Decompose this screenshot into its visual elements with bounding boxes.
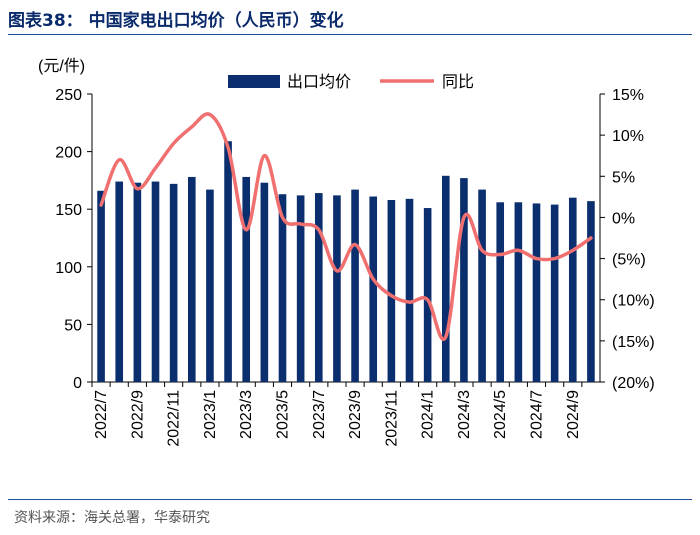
bar [496,202,505,382]
x-tick-label: 2023/9 [347,390,364,439]
bar [369,196,378,382]
bar [351,189,359,382]
bar [151,181,160,382]
axes-group: 0 50 100 150 200 250 (元/件) (20%) (15%) (10%) (5%) 0… [38,57,655,447]
bar [568,197,577,382]
x-tick-label: 2024/1 [420,390,437,439]
right-tick-label: 5% [612,169,635,186]
bar [441,175,450,382]
line-series-group [99,112,593,342]
right-tick-label: 15% [612,87,644,104]
bar [260,182,269,382]
title-rule [8,34,692,35]
figure-title: 图表38： 中国家电出口均价（人民币）变化 [8,11,344,31]
legend-bar-label: 出口均价 [287,73,351,91]
source-note: 资料来源：海关总署，华泰研究 [14,510,210,526]
bar [224,141,232,382]
x-tick-label: 2024/7 [529,390,546,439]
source-rule [8,499,692,500]
x-tick-label: 2024/9 [565,390,582,439]
legend-line-label: 同比 [442,73,474,91]
bar [532,203,541,382]
bar [460,178,468,382]
right-tick-label: (15%) [612,334,655,351]
left-tick-label: 250 [55,87,82,104]
x-tick-label: 2023/7 [311,390,328,439]
bar [405,198,414,382]
left-axis-unit: (元/件) [38,57,85,75]
left-tick-label: 100 [55,260,82,277]
bar [187,176,196,382]
left-tick-label: 200 [55,145,82,162]
x-tick-label: 2023/1 [202,390,219,439]
x-tick-label: 2023/11 [383,390,400,447]
combo-chart: 0 50 100 150 200 250 (元/件) (20%) (15%) (10%) (5%) 0… [38,57,655,447]
bar [514,202,523,382]
left-tick-label: 0 [73,375,82,392]
right-tick-label: 10% [612,128,644,145]
bar [169,183,178,382]
bar [278,194,287,382]
legend-group: 出口均价 同比 [228,73,474,91]
right-tick-label: (5%) [612,252,646,269]
x-tick-label: 2022/9 [129,390,146,439]
yoy-line [99,112,593,342]
right-tick-label: (10%) [612,293,655,310]
right-tick-label: 0% [612,210,635,227]
x-tick-label: 2023/3 [238,390,255,439]
bar [587,201,595,382]
bar [296,195,305,382]
bar [97,190,105,382]
x-tick-label: 2023/5 [275,390,292,439]
bar [115,181,124,382]
x-tick-label: 2024/5 [492,390,509,439]
bar [242,176,251,382]
x-tick-label: 2024/3 [456,390,473,439]
x-tick-label: 2022/7 [93,390,110,439]
legend-bar-swatch [228,75,280,88]
x-tick-label: 2022/11 [166,390,183,447]
bar [133,182,142,382]
right-tick-label: (20%) [612,375,655,392]
bar [478,189,486,382]
bar [387,199,396,382]
bar [314,193,323,382]
bar [206,189,214,382]
bar [423,208,432,382]
left-tick-label: 50 [64,317,82,334]
bar-series-group [97,141,595,382]
bar [550,204,559,382]
bar [333,195,341,382]
left-tick-label: 150 [55,202,82,219]
